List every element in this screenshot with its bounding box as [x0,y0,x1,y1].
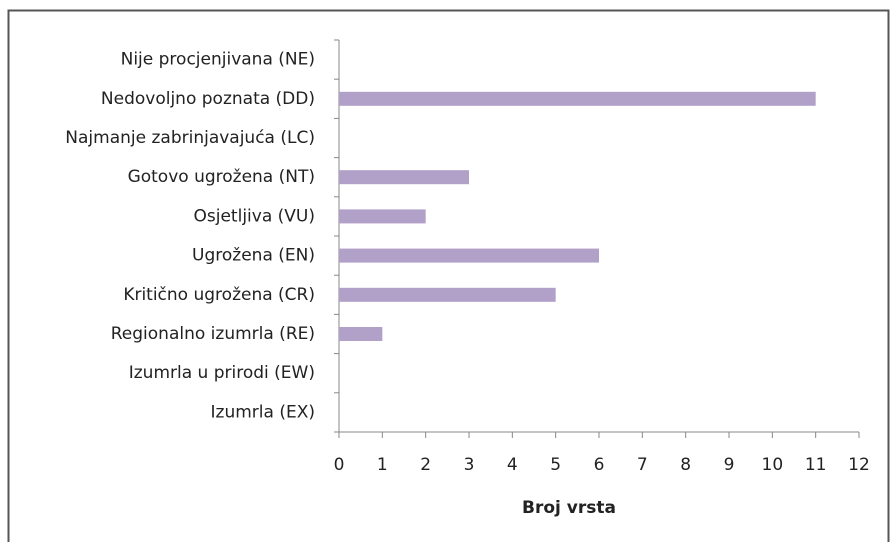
x-tick-label: 5 [550,455,561,475]
y-tick-label: Kritično ugrožena (CR) [123,285,315,305]
y-tick-label: Ugrožena (EN) [192,246,315,266]
y-tick-label: Nedovoljno poznata (DD) [101,89,315,109]
x-tick-label: 1 [377,455,388,475]
y-tick-label: Regionalno izumrla (RE) [111,324,315,344]
bar [339,248,599,263]
bar [339,170,469,185]
y-tick-label: Najmanje zabrinjavajuća (LC) [65,128,315,148]
x-tick-label: 4 [507,455,518,475]
x-axis-label: Broj vrsta [522,498,616,518]
y-tick-label: Izumrla (EX) [211,402,315,422]
bar [339,91,816,106]
y-tick-label: Gotovo ugrožena (NT) [128,167,315,187]
bar [339,287,556,302]
y-tick-label: Izumrla u prirodi (EW) [129,363,315,383]
y-tick-label: Nije procjenjivana (NE) [121,50,315,70]
x-tick-label: 3 [464,455,475,475]
x-tick-label: 6 [594,455,605,475]
x-tick-label: 11 [805,455,827,475]
x-tick-label: 7 [637,455,648,475]
y-tick-label: Osjetljiva (VU) [194,206,315,226]
bar [339,327,383,341]
x-tick-label: 0 [334,455,345,475]
x-tick-label: 10 [762,455,784,475]
x-tick-label: 12 [848,455,870,475]
chart-frame [7,9,890,542]
x-tick-label: 9 [724,455,735,475]
bar [339,209,426,224]
x-tick-label: 2 [420,455,431,475]
x-tick-label: 8 [680,455,691,475]
